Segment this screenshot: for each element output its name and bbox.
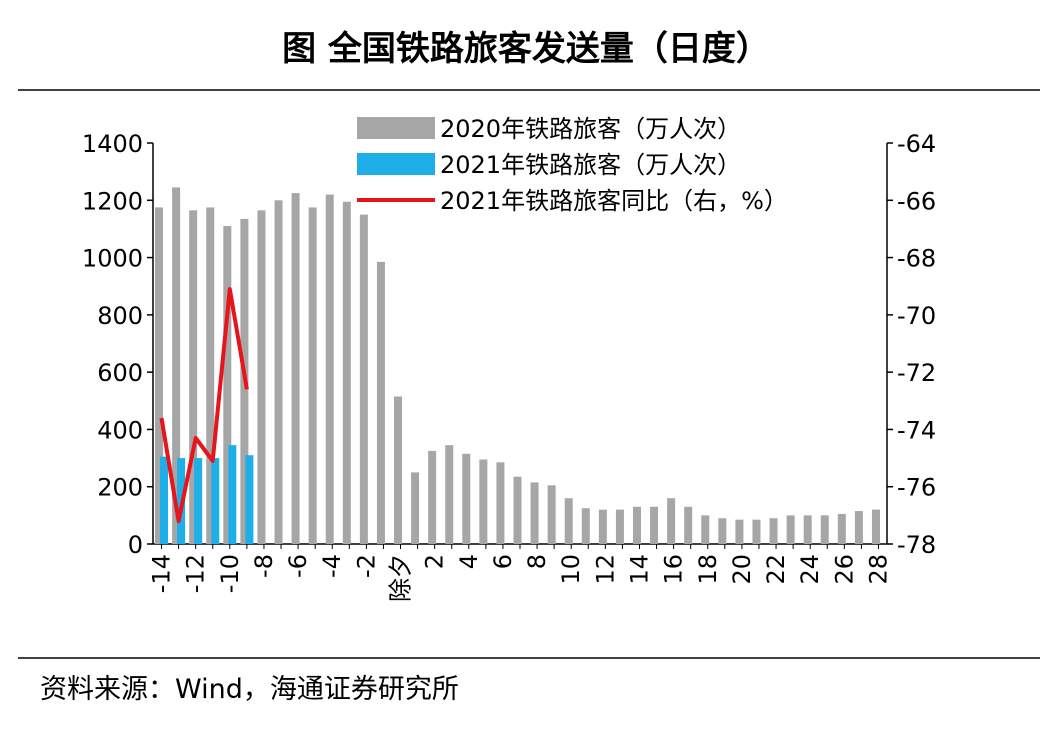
y-tick-label: 800 bbox=[97, 302, 143, 330]
x-tick-label: -8 bbox=[250, 554, 278, 578]
x-tick-label: -4 bbox=[318, 554, 346, 578]
bar bbox=[211, 458, 220, 544]
x-tick-label: 20 bbox=[728, 554, 756, 585]
y-tick-label: 400 bbox=[97, 416, 143, 444]
x-tick-label: -6 bbox=[284, 554, 312, 578]
bar bbox=[223, 226, 232, 545]
legend-swatch bbox=[357, 117, 435, 139]
chart-title: 图 全国铁路旅客发送量（日度） bbox=[282, 29, 770, 69]
y2-tick-label: -78 bbox=[897, 531, 936, 559]
bar bbox=[632, 506, 641, 544]
bar bbox=[206, 207, 215, 545]
source: 资料来源：Wind，海通证券研究所 bbox=[40, 674, 459, 705]
y2-tick-label: -64 bbox=[897, 130, 936, 158]
bar bbox=[155, 207, 164, 545]
y-tick-label: 600 bbox=[97, 359, 143, 387]
bar bbox=[189, 210, 198, 544]
legend-label: 2021年铁路旅客（万人次） bbox=[440, 151, 741, 179]
bar bbox=[462, 453, 471, 544]
bar bbox=[564, 498, 573, 544]
x-tick-label: -14 bbox=[148, 554, 176, 593]
bar bbox=[650, 506, 659, 544]
bar bbox=[871, 509, 880, 544]
x-tick-label: 4 bbox=[455, 554, 483, 569]
x-tick-label: 除夕 bbox=[387, 554, 415, 602]
bar bbox=[615, 509, 624, 544]
bar bbox=[803, 515, 812, 544]
x-tick-label: 6 bbox=[489, 554, 517, 569]
bar bbox=[172, 187, 181, 544]
x-tick-label: 14 bbox=[625, 554, 653, 585]
x-tick-label: 18 bbox=[694, 554, 722, 585]
x-tick-label: 16 bbox=[660, 554, 688, 585]
bar bbox=[820, 515, 829, 544]
bar bbox=[479, 459, 488, 544]
bar bbox=[667, 498, 676, 544]
bar bbox=[769, 518, 778, 544]
bar bbox=[342, 201, 351, 545]
y-tick-label: 1400 bbox=[82, 130, 143, 158]
bar bbox=[701, 515, 710, 544]
legend-label: 2020年铁路旅客（万人次） bbox=[440, 115, 741, 143]
bar bbox=[786, 515, 795, 544]
x-tick-label: 26 bbox=[830, 554, 858, 585]
x-tick-label: -10 bbox=[216, 554, 244, 593]
bar bbox=[530, 482, 539, 544]
line bbox=[159, 287, 249, 524]
x-tick-label: 10 bbox=[557, 554, 585, 585]
bar bbox=[325, 194, 334, 545]
legend-label: 2021年铁路旅客同比（右，%） bbox=[440, 187, 788, 215]
bar bbox=[257, 210, 266, 544]
y2-tick-label: -68 bbox=[897, 245, 936, 273]
y2-tick-label: -76 bbox=[897, 474, 936, 502]
bar bbox=[394, 396, 403, 544]
bar bbox=[581, 508, 590, 544]
bar bbox=[291, 193, 300, 544]
y-tick-label: 0 bbox=[128, 531, 143, 559]
bar bbox=[547, 485, 556, 544]
y2-tick-label: -66 bbox=[897, 187, 936, 215]
x-tick-label: 8 bbox=[523, 554, 551, 569]
bar bbox=[837, 513, 846, 544]
bar bbox=[718, 518, 727, 544]
bar bbox=[735, 519, 744, 544]
bar bbox=[752, 519, 761, 544]
bar bbox=[428, 450, 437, 544]
bar bbox=[684, 506, 693, 544]
bar bbox=[496, 462, 505, 544]
x-tick-label: 22 bbox=[762, 554, 790, 585]
x-tick-label: -2 bbox=[352, 554, 380, 578]
y2-tick-label: -72 bbox=[897, 359, 936, 387]
x-tick-label: 2 bbox=[421, 554, 449, 569]
bar bbox=[376, 261, 385, 544]
x-tick-label: 24 bbox=[796, 554, 824, 585]
bar bbox=[194, 458, 203, 544]
bar bbox=[598, 509, 607, 544]
x-tick-label: -12 bbox=[182, 554, 210, 593]
y-tick-label: 1000 bbox=[82, 245, 143, 273]
bar bbox=[228, 445, 237, 544]
bar bbox=[445, 445, 454, 544]
bar bbox=[274, 200, 283, 545]
bar bbox=[411, 472, 420, 544]
bar bbox=[308, 207, 317, 545]
y2-tick-label: -74 bbox=[897, 416, 936, 444]
x-tick-label: 28 bbox=[864, 554, 892, 585]
x-tick-label: 12 bbox=[591, 554, 619, 585]
bar bbox=[854, 511, 863, 544]
legend-swatch bbox=[357, 153, 435, 175]
y-tick-label: 200 bbox=[97, 474, 143, 502]
y-tick-label: 1200 bbox=[82, 187, 143, 215]
bar bbox=[513, 476, 522, 544]
bar bbox=[160, 456, 169, 544]
bar bbox=[245, 455, 254, 544]
y2-tick-label: -70 bbox=[897, 302, 936, 330]
bar bbox=[359, 214, 368, 544]
